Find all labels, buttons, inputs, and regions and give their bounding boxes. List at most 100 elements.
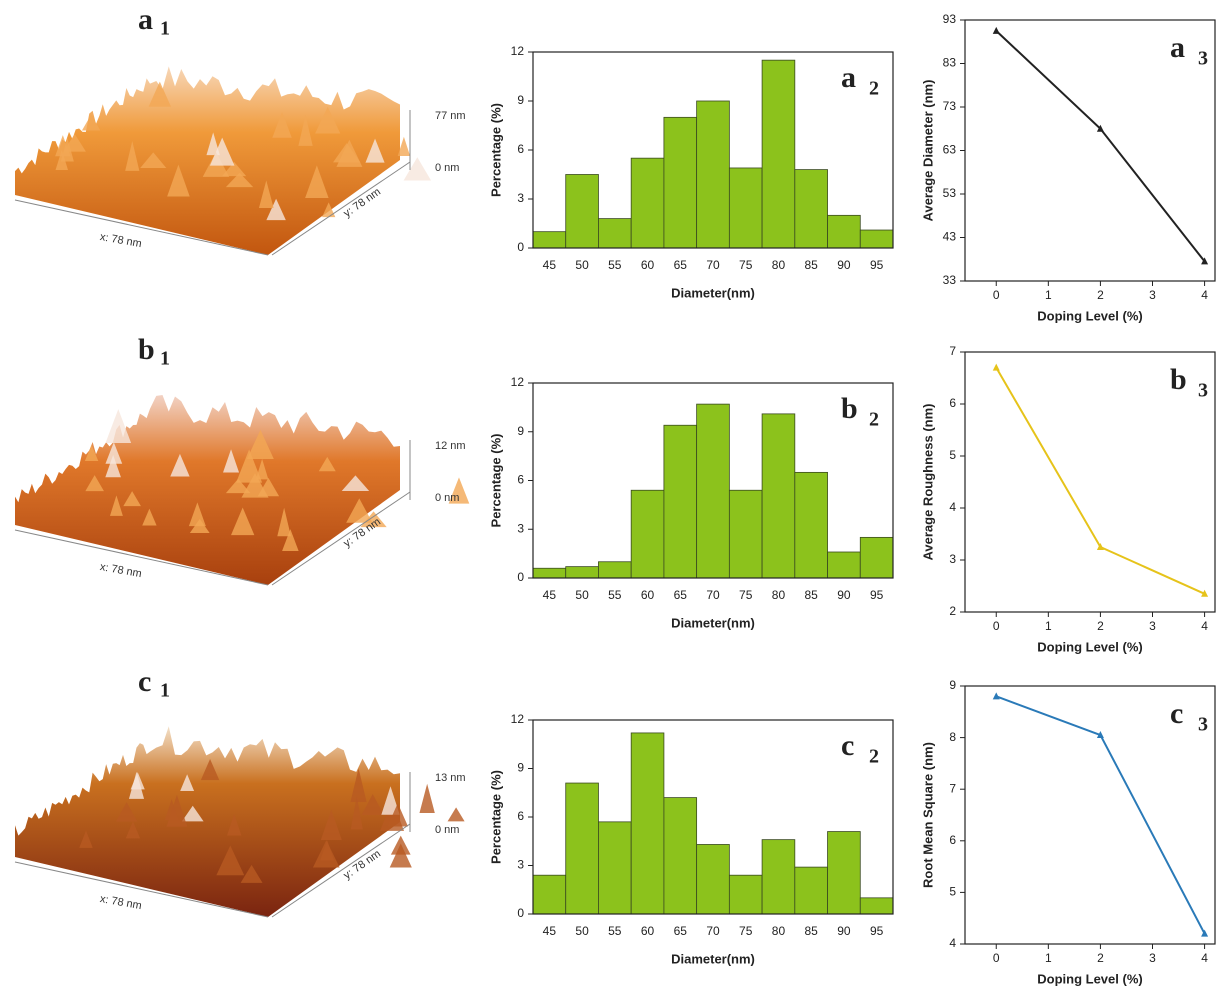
x-tick-label: 75 (739, 258, 753, 272)
y-tick-label: 0 (517, 570, 524, 584)
bar (828, 552, 861, 578)
y-axis-label: Percentage (%) (488, 770, 503, 864)
afm-x-label: x: 78 nm (99, 231, 143, 250)
x-tick-label: 85 (805, 588, 819, 602)
y-tick-label: 0 (517, 240, 524, 254)
marker (993, 364, 1000, 371)
panel-label: c (1170, 697, 1183, 730)
panel-label-sub: 1 (160, 18, 170, 40)
x-tick-label: 4 (1201, 288, 1208, 302)
x-tick-label: 3 (1149, 619, 1156, 633)
x-axis-label: Diameter(nm) (671, 285, 755, 300)
x-tick-label: 65 (674, 588, 688, 602)
y-tick-label: 12 (511, 375, 525, 389)
x-tick-label: 60 (641, 258, 655, 272)
y-tick-label: 9 (517, 424, 524, 438)
bar (795, 170, 828, 248)
y-tick-label: 12 (511, 712, 525, 726)
panel-label: a (1170, 31, 1185, 64)
x-tick-label: 60 (641, 924, 655, 938)
x-tick-label: 90 (837, 588, 851, 602)
bar (795, 867, 828, 914)
panel-label: b (1170, 363, 1187, 396)
panel-label-sub: 2 (869, 746, 879, 768)
bar (631, 158, 664, 248)
y-tick-label: 53 (943, 186, 957, 200)
x-axis-label: Doping Level (%) (1037, 308, 1142, 323)
marker (993, 27, 1000, 34)
x-tick-label: 3 (1149, 288, 1156, 302)
afm-surface (15, 726, 400, 917)
bar (664, 425, 697, 578)
y-tick-label: 63 (943, 143, 957, 157)
bar (697, 844, 730, 914)
panel-label-sub: 3 (1198, 48, 1208, 70)
x-tick-label: 0 (993, 951, 1000, 965)
afm-peak (448, 807, 465, 821)
bar (762, 60, 795, 248)
panel-label-sub: 1 (160, 680, 170, 702)
x-tick-label: 65 (674, 924, 688, 938)
x-axis-label: Doping Level (%) (1037, 639, 1142, 654)
x-tick-label: 55 (608, 588, 622, 602)
x-axis-label: Diameter(nm) (671, 615, 755, 630)
bar (631, 490, 664, 578)
x-tick-label: 55 (608, 924, 622, 938)
bar (828, 832, 861, 914)
bar (566, 567, 599, 578)
afm-peak (106, 409, 132, 443)
bar (860, 898, 893, 914)
panel-label: c (841, 729, 854, 762)
bar (566, 783, 599, 914)
x-tick-label: 70 (706, 924, 720, 938)
bar (729, 490, 762, 578)
y-tick-label: 6 (517, 809, 524, 823)
panel-label-sub: 3 (1198, 714, 1208, 736)
y-tick-label: 83 (943, 56, 957, 70)
bar (729, 168, 762, 248)
x-tick-label: 4 (1201, 619, 1208, 633)
bar (795, 472, 828, 578)
panel-label-sub: 2 (869, 409, 879, 431)
x-tick-label: 45 (543, 258, 557, 272)
x-tick-label: 2 (1097, 619, 1104, 633)
bar (729, 875, 762, 914)
afm-z-min: 0 nm (435, 162, 459, 174)
x-tick-label: 50 (575, 258, 589, 272)
x-tick-label: 80 (772, 588, 786, 602)
bar (631, 733, 664, 914)
bar (533, 875, 566, 914)
x-tick-label: 0 (993, 619, 1000, 633)
afm-peak (404, 157, 431, 180)
afm-z-max: 13 nm (435, 772, 466, 784)
x-tick-label: 55 (608, 258, 622, 272)
bar (533, 568, 566, 578)
x-tick-label: 70 (706, 588, 720, 602)
afm-peak (419, 784, 434, 813)
bar (762, 414, 795, 578)
x-tick-label: 90 (837, 924, 851, 938)
bar (697, 101, 730, 248)
x-tick-label: 75 (739, 588, 753, 602)
x-tick-label: 45 (543, 588, 557, 602)
y-tick-label: 6 (949, 396, 956, 410)
y-tick-label: 5 (949, 885, 956, 899)
x-tick-label: 1 (1045, 951, 1052, 965)
x-axis-label: Diameter(nm) (671, 951, 755, 966)
y-axis-label: Average Roughness (nm) (920, 404, 935, 561)
afm-peak (85, 445, 98, 461)
y-tick-label: 9 (517, 761, 524, 775)
bar (598, 822, 631, 914)
marker (993, 692, 1000, 699)
y-tick-label: 33 (943, 273, 957, 287)
afm-z-min: 0 nm (435, 492, 459, 504)
bar (664, 798, 697, 914)
y-tick-label: 73 (943, 99, 957, 113)
bar (664, 117, 697, 248)
panel-label-sub: 1 (160, 348, 170, 370)
bar (566, 175, 599, 249)
afm-x-label: x: 78 nm (99, 561, 143, 580)
x-tick-label: 2 (1097, 288, 1104, 302)
x-tick-label: 80 (772, 924, 786, 938)
x-tick-label: 60 (641, 588, 655, 602)
